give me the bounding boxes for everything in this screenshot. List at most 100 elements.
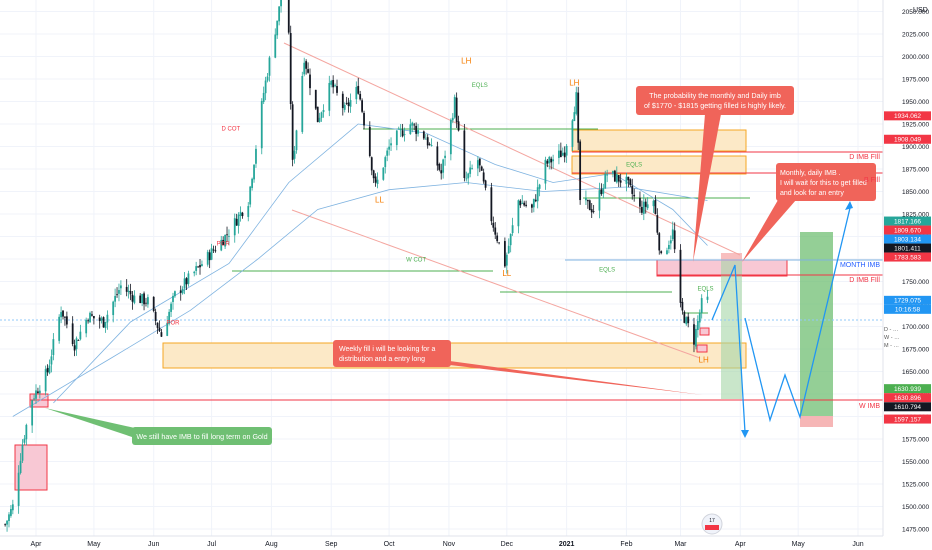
candle-body — [251, 178, 254, 188]
callout-monthly-line1: Monthly, daily IMB . — [780, 170, 841, 177]
candle-body — [139, 295, 142, 304]
price-tag-bg — [884, 402, 931, 412]
candle-body — [372, 170, 375, 179]
candle-body — [287, 0, 290, 33]
candle-body — [345, 103, 348, 104]
price-tag-text: 1729.075 — [894, 298, 921, 305]
price-tag-text: 1809.670 — [894, 227, 921, 234]
y-tick-label: 1575.000 — [902, 437, 929, 444]
candle-body — [612, 171, 614, 174]
candle-body — [104, 321, 107, 329]
moving-averages — [12, 123, 708, 417]
candle-body — [102, 317, 105, 328]
candle-body — [457, 121, 460, 131]
candle-body — [430, 145, 433, 147]
candle-body — [511, 225, 514, 234]
short-stop-zone — [721, 253, 742, 261]
candle-body — [455, 97, 458, 123]
candle-body — [152, 296, 155, 311]
candle-body — [98, 317, 101, 322]
candle-body — [166, 322, 169, 336]
level-tag-month-imb: MONTH IMB — [840, 262, 880, 269]
price-axis-bg — [883, 0, 932, 536]
callout-weekly-line1: Weekly fill i will be looking for a — [339, 346, 435, 353]
candle-body — [160, 332, 163, 337]
candle-body — [309, 74, 311, 89]
candle-body — [58, 316, 61, 341]
candle-body — [482, 172, 485, 182]
candle-body — [195, 266, 198, 271]
y-tick-label: 1975.000 — [902, 77, 929, 84]
level-label: EQLS — [698, 287, 714, 293]
candle-body — [519, 200, 522, 206]
candle-body — [71, 323, 74, 345]
candle-body — [52, 339, 55, 356]
candle-body — [368, 126, 371, 157]
candle-body — [262, 92, 265, 102]
candle-body — [226, 234, 228, 236]
candle-body — [658, 233, 661, 251]
candle-body — [480, 166, 483, 171]
candle-body — [87, 320, 89, 322]
candle-body — [449, 119, 452, 155]
candle-body — [235, 218, 238, 226]
callout-longterm: We still have IMB to fill long term on G… — [45, 408, 272, 445]
price-tag-bg — [884, 216, 931, 226]
candle-body — [660, 251, 663, 254]
price-tag-text: 1597.157 — [894, 416, 921, 423]
candle-body — [280, 0, 282, 7]
candle-body — [585, 198, 587, 201]
price-tag-bg — [884, 225, 931, 235]
candle-body — [6, 520, 8, 525]
candle-body — [10, 509, 12, 516]
candle-body — [442, 159, 445, 173]
candle-body — [187, 273, 190, 284]
candle-body — [656, 215, 659, 233]
candle-body — [129, 290, 132, 295]
callout-probability: The probability the monthly and Daily im… — [636, 86, 794, 262]
swing-label: LL — [375, 195, 384, 204]
candle-body — [289, 33, 292, 105]
candle-body — [546, 160, 549, 164]
price-tag-bg — [884, 134, 931, 144]
candle-body — [11, 504, 14, 511]
candle-body — [700, 298, 703, 313]
candle-body — [274, 34, 277, 58]
candle-body — [534, 199, 537, 202]
candle-body — [440, 170, 443, 174]
candle-body — [19, 460, 22, 473]
candle-body — [683, 311, 686, 323]
level-label: EQLS — [599, 268, 615, 274]
candle-body — [172, 295, 174, 303]
y-tick-label: 1875.000 — [902, 167, 929, 174]
candle-body — [181, 288, 184, 294]
ma-line — [12, 182, 708, 417]
candle-body — [471, 168, 473, 169]
callout-monthly-box — [776, 163, 876, 201]
candle-body — [147, 297, 149, 305]
candle-body — [588, 200, 591, 211]
candle-body — [532, 198, 535, 208]
candle-body — [336, 86, 338, 93]
candle-body — [544, 159, 547, 184]
candle-body — [314, 89, 317, 109]
callout-monthly-pointer — [742, 200, 796, 262]
candle-body — [35, 390, 37, 399]
candle-body — [179, 290, 182, 293]
price-tag-text: 1801.411 — [894, 245, 921, 252]
candle-body — [492, 222, 495, 228]
y-tick-label: 1750.000 — [902, 279, 929, 286]
countdown-bg — [884, 304, 931, 314]
price-axis[interactable]: USD 1475.000 1500.000 1525.000 1550.000 1575… — [882, 0, 932, 536]
candle-body — [125, 286, 128, 292]
price-tag-bg — [884, 252, 931, 262]
candle-body — [8, 514, 10, 522]
candle-body — [698, 313, 701, 323]
time-axis[interactable]: Apr May Jun Jul Aug Sep Oct Nov Dec 2021 Feb Mar Apr… — [0, 535, 932, 550]
candle-body — [613, 170, 616, 182]
level-tag-w-imb: W IMB — [859, 403, 880, 410]
candle-body — [264, 80, 267, 94]
candle-body — [668, 244, 670, 250]
candle-body — [158, 327, 161, 332]
